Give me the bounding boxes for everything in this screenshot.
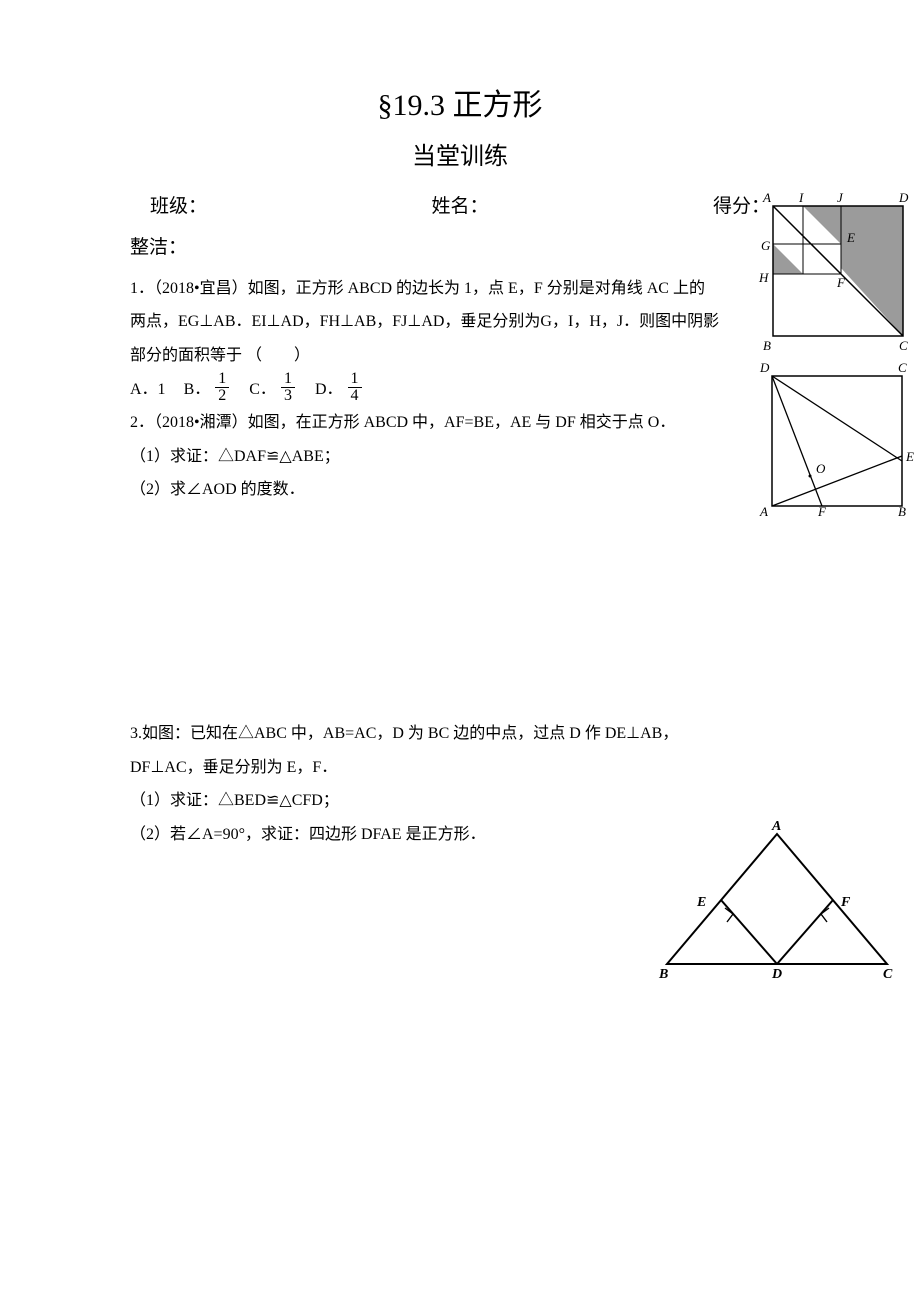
figure-2: D C E O A F B (750, 358, 920, 531)
q1-option-b: B． 1 2 (184, 373, 232, 407)
question-3: 3.如图：已知在△ABC 中，AB=AC，D 为 BC 边的中点，过点 D 作 … (130, 717, 720, 784)
question-2: 2．（2018•湘潭）如图，在正方形 ABCD 中，AF=BE，AE 与 DF … (130, 406, 720, 440)
q1-option-d: D． 1 4 (315, 373, 364, 407)
label-F: F (840, 895, 851, 910)
label-O: O (816, 461, 826, 476)
label-H: H (758, 270, 769, 285)
label-F: F (836, 275, 846, 290)
label-D: D (759, 360, 770, 375)
square-intersect-diagram: D C E O A F B (750, 358, 920, 518)
content: 整洁： A I (130, 228, 790, 851)
label-E: E (905, 449, 914, 464)
tidiness-label: 整洁： (130, 228, 790, 268)
page-title: §19.3 正方形 (130, 80, 790, 124)
label-E: E (846, 230, 855, 245)
name-label: 姓名： (431, 191, 488, 218)
spacer (130, 507, 790, 717)
q1-options: A．1 B． 1 2 C． 1 3 D． 1 4 (130, 373, 790, 407)
label-C: C (883, 967, 893, 982)
label-B: B (898, 504, 906, 518)
q2-part1: （1）求证：△DAF≌△ABE； (130, 440, 790, 474)
label-D: D (771, 967, 782, 982)
square-shaded-diagram: A I J D G E H F B C (755, 188, 910, 353)
class-label: 班级： (150, 191, 207, 218)
label-I: I (798, 190, 804, 205)
q2-part2: （2）求∠AOD 的度数． (130, 473, 790, 507)
label-G: G (761, 238, 771, 253)
question-1: 1．（2018•宜昌）如图，正方形 ABCD 的边长为 1，点 E，F 分别是对… (130, 272, 720, 373)
q1-option-a: A．1 (130, 373, 166, 407)
figure-1: A I J D G E H F B C (755, 188, 910, 366)
fraction-1-2: 1 2 (215, 371, 229, 404)
label-J: J (837, 190, 844, 205)
label-A: A (759, 504, 768, 518)
label-D: D (898, 190, 909, 205)
header-row: 班级： 姓名： 得分： (130, 191, 790, 218)
fraction-1-3: 1 3 (281, 371, 295, 404)
label-A: A (762, 190, 771, 205)
label-C: C (898, 360, 907, 375)
q1-option-c: C． 1 3 (249, 373, 297, 407)
label-A: A (771, 819, 781, 834)
fraction-1-4: 1 4 (348, 371, 362, 404)
label-F: F (817, 504, 827, 518)
figure-3: A E F B D C (655, 818, 900, 996)
page-subtitle: 当堂训练 (130, 136, 790, 171)
q3-part1: （1）求证：△BED≌△CFD； (130, 784, 790, 818)
label-B: B (658, 967, 668, 982)
triangle-diagram: A E F B D C (655, 818, 900, 983)
label-E: E (696, 895, 706, 910)
label-B: B (763, 338, 771, 353)
label-C: C (899, 338, 908, 353)
